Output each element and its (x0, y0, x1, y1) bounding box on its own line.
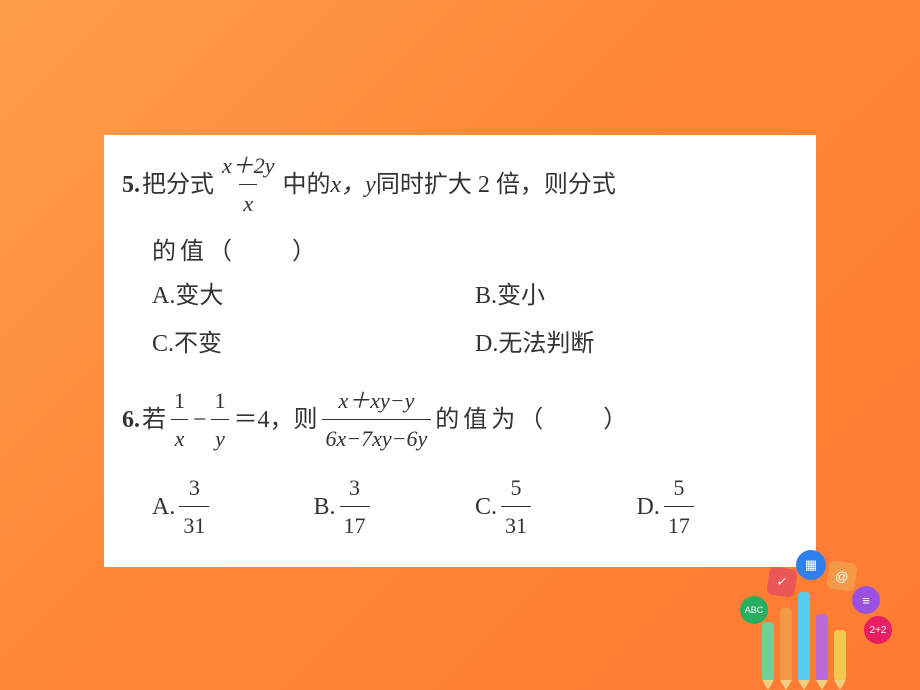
q5-option-d: D. 无法判断 (475, 326, 798, 362)
q6-option-c: C. 5 31 (475, 471, 637, 542)
question-6-line1: 6. 若 1 x − 1 y ＝4，则 x＋xy−y 6x−7xy−6y 的值为… (122, 384, 798, 455)
question-5-line2: 的值（ ） (152, 234, 798, 270)
q5-options: A. 变大 B. 变小 C. 不变 D. 无法判断 (152, 272, 798, 368)
q5-frac-num: x＋2y (218, 149, 279, 184)
q6-option-b: B. 3 17 (314, 471, 476, 542)
frac-num: 3 (185, 471, 204, 506)
opt-label: B. (314, 489, 336, 525)
q6-option-a: A. 3 31 (152, 471, 314, 542)
q5-line2-text: 的值（ ） (152, 234, 320, 270)
frac-den: 31 (179, 506, 209, 542)
frac-den: 17 (664, 506, 694, 542)
q6-minus: − (193, 402, 207, 438)
opt-label: D. (637, 489, 660, 525)
frac-den: 31 (501, 506, 531, 542)
frac-num: 5 (507, 471, 526, 506)
opt-label: D. (475, 326, 498, 362)
q5-option-a: A. 变大 (152, 278, 475, 314)
pencil-icon (798, 592, 810, 680)
q6-frac-big-num: x＋xy−y (334, 384, 418, 419)
q6-frac-a-num: 1 (170, 384, 189, 419)
q6-frac-big-den: 6x−7xy−6y (322, 419, 432, 455)
q5-frac-den: x (239, 184, 257, 220)
pencil-icon (762, 622, 774, 680)
opt-label: A. (152, 489, 175, 525)
decoration-cluster: ABC ✓ ▦ @ ≡ 2+2 (732, 540, 902, 680)
q6-opt-b-frac: 3 17 (340, 471, 370, 542)
lines-badge-icon: ≡ (852, 586, 880, 614)
q5-prefix: 把分式 (142, 167, 214, 203)
q6-prefix: 若 (142, 402, 166, 438)
frac-num: 3 (345, 471, 364, 506)
check-badge-icon: ✓ (766, 566, 798, 598)
opt-label: C. (152, 326, 174, 362)
q5-number: 5. (122, 167, 140, 203)
question-5-line1: 5. 把分式 x＋2y x 中的 x，y 同时扩大 2 倍，则分式 (122, 149, 798, 220)
content-panel: 5. 把分式 x＋2y x 中的 x，y 同时扩大 2 倍，则分式 的值（ ） … (104, 135, 816, 567)
q6-option-d: D. 5 17 (637, 471, 799, 542)
opt-label: B. (475, 278, 497, 314)
q6-number: 6. (122, 402, 140, 438)
q6-opt-c-frac: 5 31 (501, 471, 531, 542)
q5-mid: 中的 (283, 167, 331, 203)
opt-text: 无法判断 (498, 326, 594, 362)
pencil-icon (816, 614, 828, 680)
pencil-icon (834, 630, 846, 680)
q6-frac-a: 1 x (170, 384, 189, 455)
q6-opt-d-frac: 5 17 (664, 471, 694, 542)
opt-label: A. (152, 278, 175, 314)
q5-suffix1: 同时扩大 2 倍，则分式 (376, 167, 616, 203)
q6-frac-a-den: x (171, 419, 189, 455)
q6-frac-b-den: y (211, 419, 229, 455)
q5-fraction: x＋2y x (218, 149, 279, 220)
q6-frac-b-num: 1 (211, 384, 230, 419)
at-badge-icon: @ (826, 560, 858, 592)
q6-options: A. 3 31 B. 3 17 C. 5 31 D. 5 17 (152, 465, 798, 548)
opt-label: C. (475, 489, 497, 525)
frac-num: 5 (669, 471, 688, 506)
frac-den: 17 (340, 506, 370, 542)
q6-opt-a-frac: 3 31 (179, 471, 209, 542)
opt-text: 不变 (174, 326, 222, 362)
abc-badge-icon: ABC (740, 596, 768, 624)
q6-suffix: 的值为（ ） (435, 402, 631, 438)
opt-text: 变大 (175, 278, 223, 314)
q6-frac-big: x＋xy−y 6x−7xy−6y (322, 384, 432, 455)
pencil-icon (780, 608, 792, 680)
q6-eq: ＝4，则 (234, 402, 318, 438)
q5-option-b: B. 变小 (475, 278, 798, 314)
q5-vars: x，y (331, 167, 376, 203)
math-badge-icon: 2+2 (864, 616, 892, 644)
q5-option-c: C. 不变 (152, 326, 475, 362)
grid-badge-icon: ▦ (796, 550, 826, 580)
q6-frac-b: 1 y (211, 384, 230, 455)
opt-text: 变小 (497, 278, 545, 314)
